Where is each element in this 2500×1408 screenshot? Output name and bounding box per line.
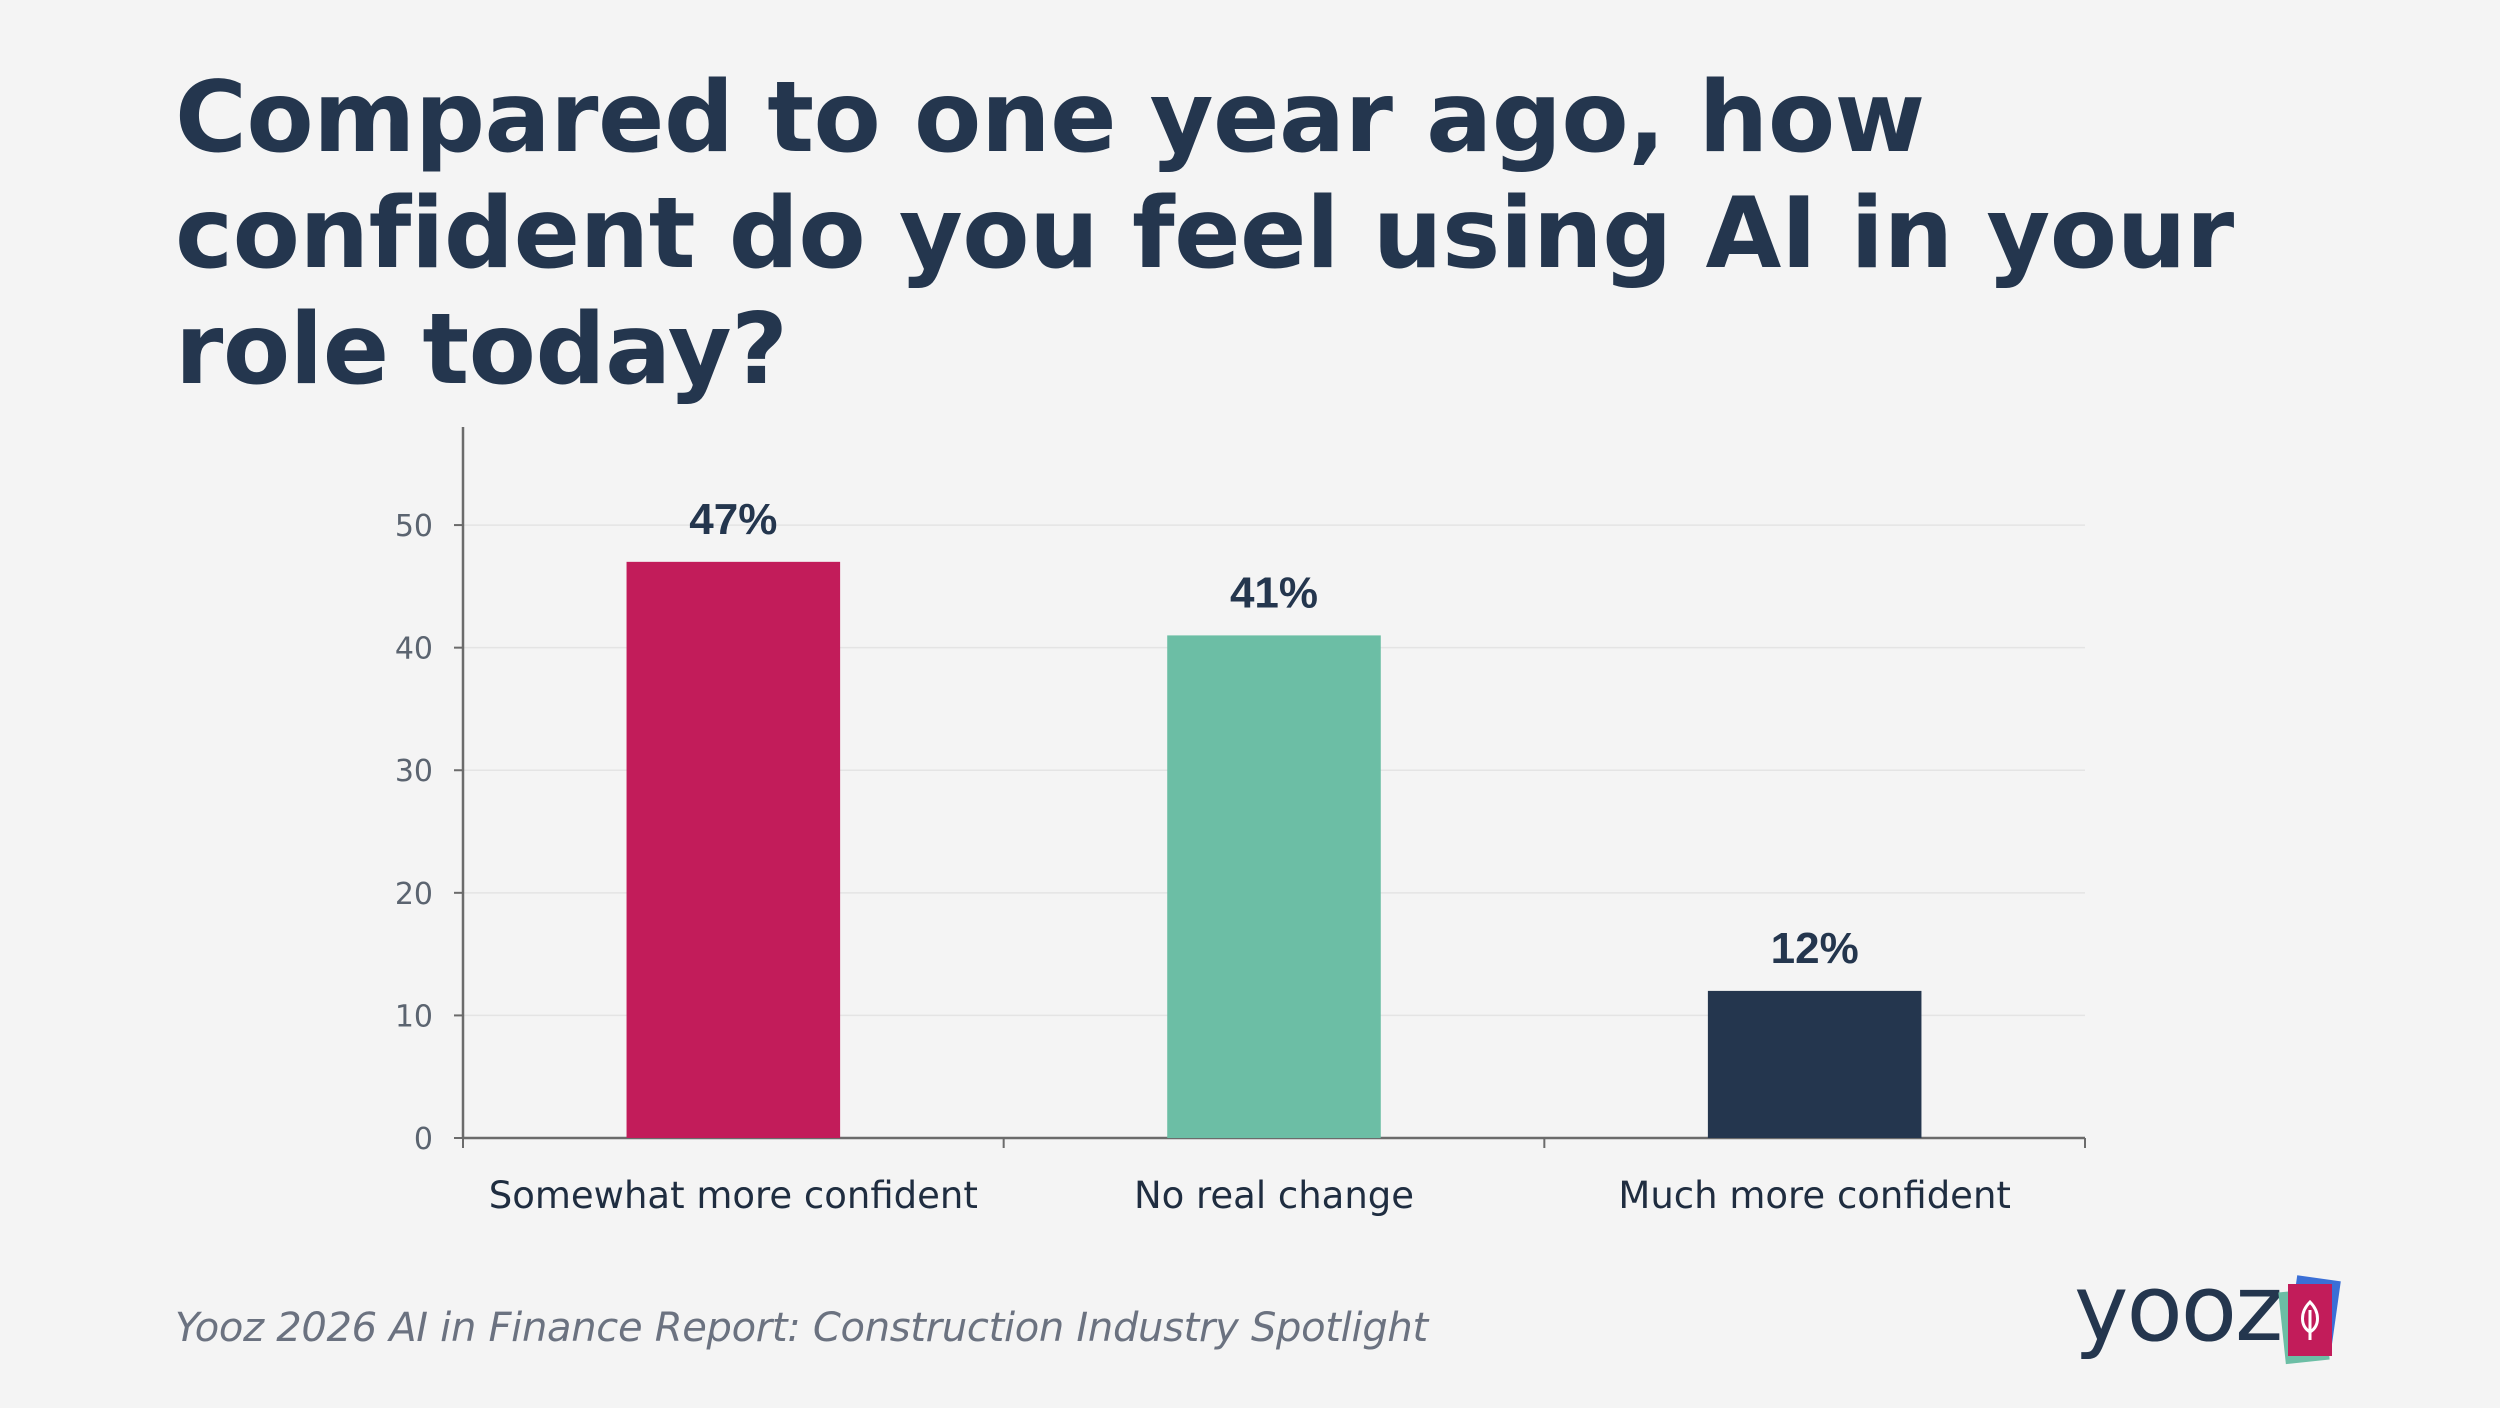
- y-tick-label: 30: [395, 754, 433, 789]
- source-footnote: Yooz 2026 AI in Finance Report: Construc…: [175, 1305, 1428, 1351]
- bar: [1167, 635, 1381, 1138]
- data-label: 12%: [1771, 924, 1859, 973]
- bar: [1707, 990, 1922, 1138]
- bar: [626, 561, 841, 1138]
- bars: [626, 561, 1922, 1138]
- y-tick-label: 20: [395, 877, 433, 912]
- category-label: No real change: [1134, 1174, 1414, 1217]
- data-label: 47%: [689, 495, 777, 544]
- logo-text: yooz: [2074, 1270, 2281, 1362]
- y-tick-label: 50: [395, 509, 433, 544]
- y-tick-label: 10: [395, 999, 433, 1034]
- y-tick-label: 0: [414, 1122, 433, 1157]
- page-title: Compared to one year ago, how confident …: [175, 61, 2234, 407]
- yooz-logo: yooz: [2074, 1270, 2341, 1365]
- data-label: 41%: [1230, 568, 1318, 617]
- leaf-book-icon: [2278, 1275, 2341, 1365]
- category-label: Much more confident: [1618, 1174, 2010, 1217]
- labels: 0 10 20 30 40 50 47% Somewhat more confident 41%…: [395, 495, 2011, 1217]
- y-tick-label: 40: [395, 632, 433, 667]
- category-label: Somewhat more confident: [489, 1174, 978, 1217]
